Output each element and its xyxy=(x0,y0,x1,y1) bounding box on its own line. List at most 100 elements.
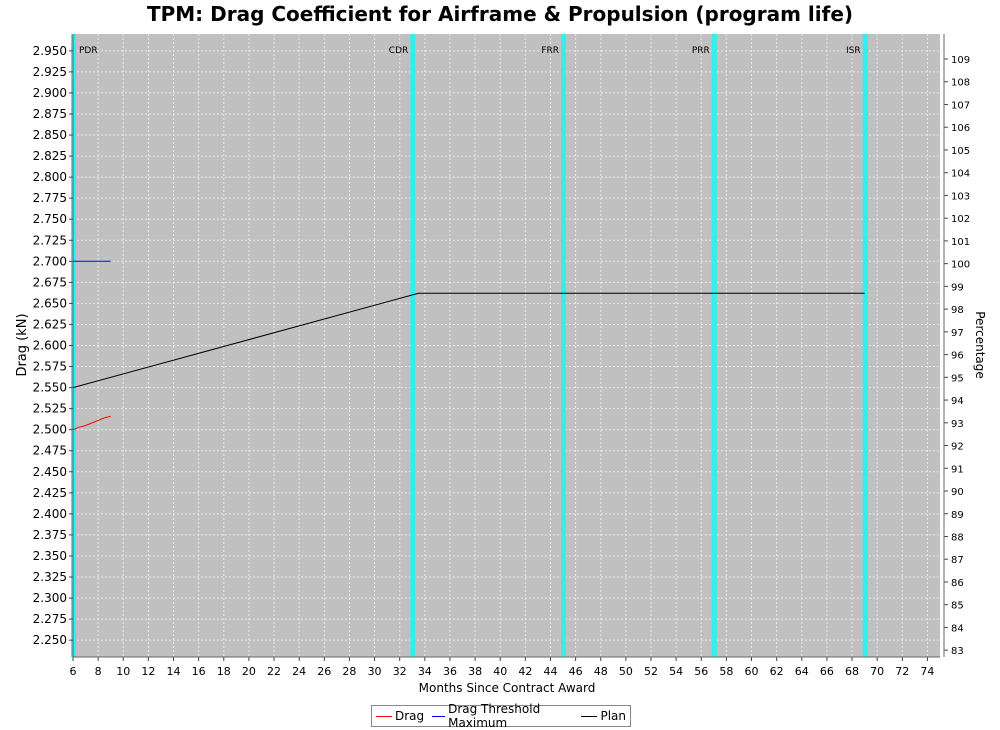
milestone-label: CDR xyxy=(389,46,408,56)
y-tick-label: 2.925 xyxy=(33,65,67,79)
y-tick-label: 2.675 xyxy=(33,275,67,289)
legend-item-plan: Plan xyxy=(581,709,626,723)
x-tick-label: 38 xyxy=(468,665,482,678)
legend: Drag Drag Threshold Maximum Plan xyxy=(371,702,631,730)
y-tick-label: 2.575 xyxy=(33,360,67,374)
series xyxy=(72,260,865,431)
x-tick-label: 22 xyxy=(267,665,281,678)
legend-label-drag: Drag xyxy=(395,709,425,723)
y-tick-label: 2.475 xyxy=(33,444,67,458)
y2-tick-label: 87 xyxy=(951,555,964,566)
y2-tick-label: 93 xyxy=(951,419,964,430)
y2-tick-label: 88 xyxy=(951,532,964,543)
x-axis-label: Months Since Contract Award xyxy=(419,681,596,695)
x-tick-label: 18 xyxy=(217,665,231,678)
y2-tick-label: 98 xyxy=(951,305,964,316)
x-tick-label: 64 xyxy=(795,665,809,678)
x-tick-label: 36 xyxy=(443,665,457,678)
x-tick-label: 74 xyxy=(920,665,934,678)
milestone-label: PRR xyxy=(692,46,710,56)
y2-tick-label: 84 xyxy=(951,623,964,634)
milestone-label: ISR xyxy=(846,46,861,56)
x-tick-label: 66 xyxy=(820,665,834,678)
y-tick-label: 2.750 xyxy=(33,212,67,226)
x-tick-label: 34 xyxy=(418,665,432,678)
y2-tick-label: 83 xyxy=(951,646,964,657)
y-tick-label: 2.375 xyxy=(33,528,67,542)
x-tick-label: 72 xyxy=(895,665,909,678)
y-tick-label: 2.300 xyxy=(33,591,67,605)
x-tick-label: 60 xyxy=(745,665,759,678)
x-tick-label: 56 xyxy=(694,665,708,678)
x-tick-label: 52 xyxy=(644,665,658,678)
y-tick-label: 2.625 xyxy=(33,317,67,331)
chart-title: TPM: Drag Coefficient for Airframe & Pro… xyxy=(146,2,854,26)
y2-tick-label: 90 xyxy=(951,487,964,498)
y-tick-label: 2.825 xyxy=(33,149,67,163)
x-tick-label: 8 xyxy=(95,665,102,678)
grid xyxy=(72,34,940,657)
x-tick-label: 48 xyxy=(594,665,608,678)
series-line xyxy=(72,415,111,431)
x-tick-label: 50 xyxy=(619,665,633,678)
milestone-line xyxy=(410,34,416,657)
y2-tick-label: 89 xyxy=(951,510,964,521)
x-tick-label: 70 xyxy=(870,665,884,678)
x-tick-label: 14 xyxy=(167,665,181,678)
y-axis-label: Drag (kN) xyxy=(15,313,30,376)
y-tick-label: 2.325 xyxy=(33,570,67,584)
x-tick-label: 44 xyxy=(543,665,557,678)
y2-tick-label: 85 xyxy=(951,601,964,612)
y-tick-label: 2.350 xyxy=(33,549,67,563)
y2-tick-label: 108 xyxy=(951,78,970,89)
x-tick-label: 28 xyxy=(342,665,356,678)
y-tick-label: 2.950 xyxy=(33,44,67,58)
x-tick-label: 12 xyxy=(141,665,155,678)
milestone-line xyxy=(561,34,567,657)
x-tick-label: 42 xyxy=(518,665,532,678)
x-tick-label: 6 xyxy=(70,665,77,678)
x-tick-label: 40 xyxy=(493,665,507,678)
x-tick-label: 10 xyxy=(116,665,130,678)
axes: 6 8 10 12 14 16 18 20 22 24 26 28 30 32 34 36 38 40 42 44 46… xyxy=(33,34,970,678)
y-tick-label: 2.700 xyxy=(33,254,67,268)
y-tick-label: 2.875 xyxy=(33,107,67,121)
milestone-label: FRR xyxy=(541,46,559,56)
y-tick-label: 2.600 xyxy=(33,339,67,353)
legend-label-plan: Plan xyxy=(600,709,626,723)
y2-tick-label: 102 xyxy=(951,214,970,225)
y2-tick-label: 86 xyxy=(951,578,964,589)
y2-tick-label: 97 xyxy=(951,328,964,339)
x-tick-label: 46 xyxy=(569,665,583,678)
legend-item-drag: Drag xyxy=(376,709,424,723)
legend-label-threshold: Drag Threshold Maximum xyxy=(448,702,541,730)
y2-tick-label: 92 xyxy=(951,442,964,453)
x-tick-label: 20 xyxy=(242,665,256,678)
x-tick-label: 62 xyxy=(770,665,784,678)
y-tick-label: 2.250 xyxy=(33,633,67,647)
y-tick-label: 2.275 xyxy=(33,612,67,626)
x-tick-label: 30 xyxy=(368,665,382,678)
series-line xyxy=(72,292,865,389)
y2-axis-label: Percentage xyxy=(973,311,987,379)
y2-tick-label: 96 xyxy=(951,351,964,362)
y-tick-label: 2.900 xyxy=(33,86,67,100)
y-tick-label: 2.725 xyxy=(33,233,67,247)
y-tick-label: 2.800 xyxy=(33,170,67,184)
milestone-line xyxy=(862,34,868,657)
y-tick-label: 2.850 xyxy=(33,128,67,142)
y-tick-label: 2.500 xyxy=(33,423,67,437)
x-tick-label: 16 xyxy=(192,665,206,678)
x-tick-label: 26 xyxy=(317,665,331,678)
y2-tick-label: 106 xyxy=(951,123,970,134)
y2-tick-label: 99 xyxy=(951,282,964,293)
y-tick-label: 2.550 xyxy=(33,381,67,395)
y-tick-label: 2.775 xyxy=(33,191,67,205)
chart: PDR CDR FRR PRR ISR 6 8 10 12 14 16 18 20 22 24 26 28 30… xyxy=(15,34,987,695)
legend-swatch-plan xyxy=(581,715,598,717)
y-tick-label: 2.425 xyxy=(33,486,67,500)
x-tick-label: 54 xyxy=(669,665,683,678)
y-tick-label: 2.450 xyxy=(33,465,67,479)
milestone-line xyxy=(711,34,717,657)
y2-tick-label: 103 xyxy=(951,191,970,202)
